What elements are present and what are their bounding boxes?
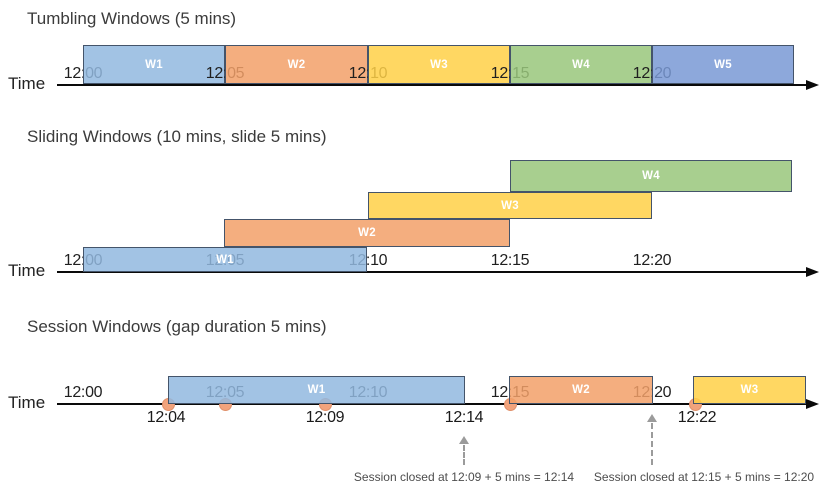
window-label: W5: [714, 58, 732, 71]
event-time-label: 12:04: [146, 409, 186, 426]
session-time-axis-line: [57, 403, 806, 406]
dashed-arrow-line: [463, 445, 465, 465]
tumbling-window-box-w2: W2: [225, 45, 368, 84]
window-label: W4: [572, 58, 590, 71]
tumbling-window-box-w1: W1: [83, 45, 225, 84]
session-window-box-w2: W2: [509, 376, 653, 404]
dashed-arrow-line: [651, 423, 653, 465]
tumbling-time-axis-label: Time: [8, 74, 46, 93]
session-axis-tick-label: 12:00: [63, 384, 103, 401]
event-time-label: 12:22: [677, 409, 717, 426]
session-close-annotation: Session closed at 12:15 + 5 mins = 12:20: [593, 470, 815, 484]
sliding-axis-tick-label: 12:20: [632, 252, 672, 269]
session-section-title: Session Windows (gap duration 5 mins): [27, 317, 327, 336]
window-label: W2: [287, 58, 306, 71]
window-label: W3: [501, 199, 519, 212]
dashed-up-arrow-icon: [647, 414, 657, 422]
event-time-label: 12:09: [305, 409, 345, 426]
session-window-box-w1: W1: [168, 376, 465, 404]
window-label: W2: [358, 227, 376, 239]
sliding-window-box-w2: W2: [224, 219, 510, 247]
sliding-time-axis-label: Time: [8, 261, 46, 280]
session-time-axis-label: Time: [8, 393, 46, 412]
window-label: W3: [740, 384, 759, 396]
event-time-label: 12:14: [444, 409, 484, 426]
sliding-axis-tick-label: 12:15: [490, 252, 530, 269]
window-label: W1: [216, 253, 234, 266]
tumbling-window-box-w4: W4: [510, 45, 652, 84]
tumbling-section-title: Tumbling Windows (5 mins): [27, 9, 237, 28]
sliding-window-box-w3: W3: [368, 192, 652, 219]
tumbling-window-box-w5: W5: [652, 45, 794, 84]
sliding-axis-arrowhead-icon: [806, 266, 819, 277]
window-label: W2: [572, 384, 590, 396]
session-close-annotation: Session closed at 12:09 + 5 mins = 12:14: [353, 470, 575, 484]
window-label: W4: [642, 170, 660, 182]
sliding-time-axis-line: [57, 271, 806, 274]
sliding-window-box-w4: W4: [510, 160, 792, 192]
sliding-section-title: Sliding Windows (10 mins, slide 5 mins): [27, 127, 327, 146]
tumbling-axis-arrowhead-icon: [806, 79, 819, 90]
tumbling-window-box-w3: W3: [368, 45, 510, 84]
window-label: W3: [430, 58, 448, 71]
sliding-window-box-w1: W1: [83, 247, 367, 272]
window-label: W1: [145, 58, 163, 71]
dashed-up-arrow-icon: [459, 436, 469, 444]
session-window-box-w3: W3: [693, 376, 806, 404]
session-axis-arrowhead-icon: [806, 398, 819, 409]
window-label: W1: [307, 384, 326, 396]
tumbling-time-axis-line: [57, 84, 806, 87]
